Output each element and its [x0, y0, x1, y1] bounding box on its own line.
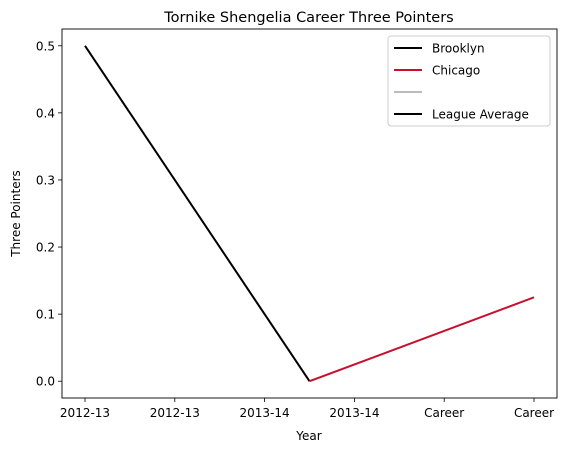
- x-tick-label: 2012-13: [150, 406, 200, 420]
- series-layer: [84, 45, 535, 383]
- series-line-1: [309, 296, 535, 383]
- y-tick-label: 0.5: [36, 39, 55, 53]
- x-tick-label: Career: [514, 406, 554, 420]
- legend-frame: [387, 35, 551, 127]
- x-tick-label: 2012-13: [60, 406, 110, 420]
- y-axis-label: Three Pointers: [9, 170, 23, 258]
- y-tick-label: 0.0: [36, 375, 55, 389]
- x-axis: 2012-13 2012-13 2013-14 2013-14 Career Career: [60, 398, 554, 420]
- y-tick-label: 0.2: [36, 241, 55, 255]
- x-tick-label: 2013-14: [329, 406, 379, 420]
- x-axis-label: Year: [295, 429, 321, 443]
- y-tick-label: 0.3: [36, 173, 55, 187]
- legend-label: Chicago: [432, 64, 480, 78]
- legend-label: League Average: [432, 108, 529, 122]
- x-tick-label: 2013-14: [240, 406, 290, 420]
- y-tick-label: 0.4: [36, 106, 55, 120]
- x-tick-label: Career: [424, 406, 464, 420]
- y-axis: 0.0 0.1 0.2 0.3 0.4 0.5: [36, 39, 62, 389]
- legend: Brooklyn Chicago League Average: [387, 35, 551, 127]
- y-tick-label: 0.1: [36, 308, 55, 322]
- legend-label: Brooklyn: [432, 42, 485, 56]
- series-line-0: [84, 45, 311, 382]
- plot-frame: [61, 28, 558, 399]
- chart-title: Tornike Shengelia Career Three Pointers: [163, 10, 453, 26]
